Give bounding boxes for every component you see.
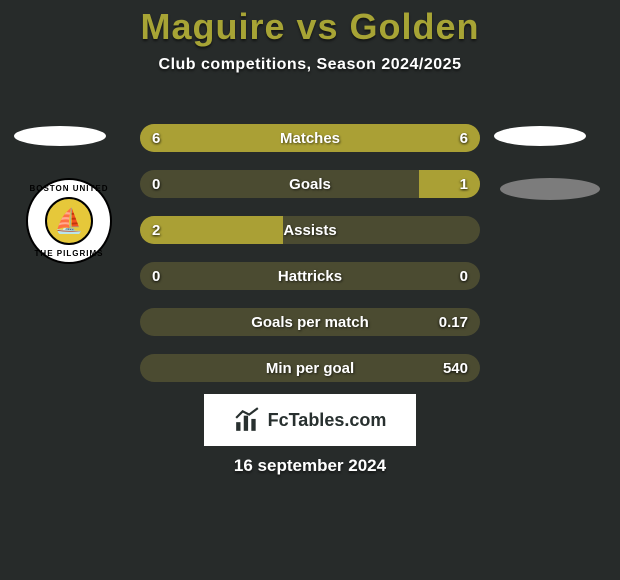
stat-row: 540Min per goal (140, 354, 480, 382)
stat-label: Goals (140, 170, 480, 198)
page-subtitle: Club competitions, Season 2024/2025 (0, 56, 620, 74)
stat-label: Hattricks (140, 262, 480, 290)
crest-text-top: BOSTON UNITED (26, 184, 112, 193)
crest-text-bottom: THE PILGRIMS (26, 249, 112, 258)
stat-row: 2Assists (140, 216, 480, 244)
page-title: Maguire vs Golden (0, 0, 620, 48)
stat-row: 00Hattricks (140, 262, 480, 290)
stat-row: 66Matches (140, 124, 480, 152)
right-player-ellipse (494, 126, 586, 146)
stat-row: 0.17Goals per match (140, 308, 480, 336)
left-player-ellipse (14, 126, 106, 146)
comparison-chart: 66Matches 01Goals 2Assists 00Hattricks 0.17G… (140, 124, 480, 400)
stat-label: Min per goal (140, 354, 480, 382)
fctables-logo: FcTables.com (204, 394, 416, 446)
right-club-ellipse (500, 178, 600, 200)
stat-label: Matches (140, 124, 480, 152)
crest-inner: ⛵ (45, 197, 93, 245)
stat-label: Goals per match (140, 308, 480, 336)
stat-row: 01Goals (140, 170, 480, 198)
chart-icon (234, 407, 260, 433)
date-text: 16 september 2024 (0, 456, 620, 476)
crest-ship-icon: ⛵ (54, 207, 84, 236)
logo-text: FcTables.com (268, 410, 387, 431)
left-club-crest: ⛵ BOSTON UNITED THE PILGRIMS (26, 178, 112, 264)
stat-label: Assists (140, 216, 480, 244)
page-root: Maguire vs Golden Club competitions, Sea… (0, 0, 620, 580)
